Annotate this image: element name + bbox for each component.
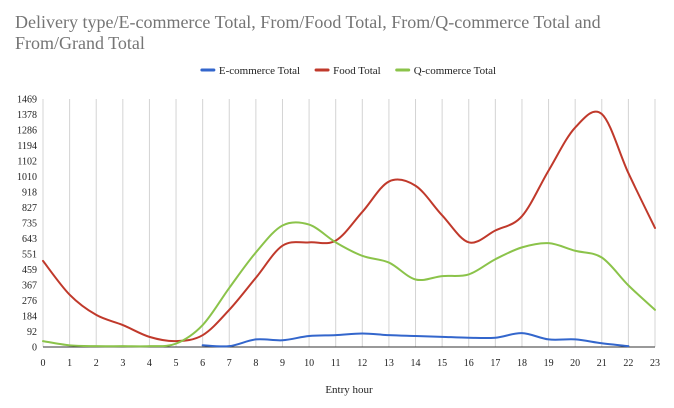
x-tick-3: 3 — [120, 358, 125, 369]
legend-label: E-commerce Total — [219, 65, 300, 77]
y-tick-1194: 1194 — [17, 141, 37, 152]
x-tick-1: 1 — [67, 358, 72, 369]
x-axis: 0 1 2 3 4 5 6 7 8 9 10 11 12 13 14 15 16 17 18 19 20 21 22 23 — [41, 358, 661, 369]
x-tick-13: 13 — [384, 358, 394, 369]
y-tick-918: 918 — [22, 188, 37, 199]
y-tick-1469: 1469 — [17, 95, 37, 106]
y-tick-367: 367 — [22, 281, 37, 292]
series-line-e-commerce-total — [201, 332, 630, 348]
y-tick-1378: 1378 — [17, 110, 37, 121]
series-line-q-commerce-total — [42, 221, 656, 348]
x-tick-18: 18 — [517, 358, 527, 369]
x-tick-0: 0 — [41, 358, 46, 369]
y-tick-827: 827 — [22, 203, 37, 214]
legend-item-food-total: Food Total — [314, 65, 381, 77]
x-tick-17: 17 — [490, 358, 500, 369]
legend-item-q-commerce-total: Q-commerce Total — [395, 65, 496, 77]
x-tick-9: 9 — [280, 358, 285, 369]
x-tick-14: 14 — [411, 358, 421, 369]
x-tick-23: 23 — [650, 358, 660, 369]
x-tick-15: 15 — [437, 358, 447, 369]
series-line-food-total — [42, 110, 656, 343]
series-lines — [42, 110, 656, 348]
x-tick-2: 2 — [94, 358, 99, 369]
x-tick-10: 10 — [304, 358, 314, 369]
legend-label: Food Total — [333, 65, 381, 77]
y-tick-1102: 1102 — [17, 156, 37, 167]
y-tick-184: 184 — [22, 311, 37, 322]
y-tick-92: 92 — [27, 327, 37, 338]
gridlines — [42, 99, 656, 348]
legend-label: Q-commerce Total — [414, 65, 496, 77]
x-tick-5: 5 — [174, 358, 179, 369]
y-tick-0: 0 — [32, 343, 37, 354]
y-tick-1010: 1010 — [17, 172, 37, 183]
y-tick-551: 551 — [22, 249, 37, 260]
y-tick-735: 735 — [22, 218, 37, 229]
x-tick-20: 20 — [570, 358, 580, 369]
y-tick-643: 643 — [22, 234, 37, 245]
y-axis: 0 92 184 276 367 459 551 643 735 827 918 1010 1102 11… — [17, 95, 37, 354]
x-tick-12: 12 — [357, 358, 367, 369]
x-tick-4: 4 — [147, 358, 152, 369]
x-tick-6: 6 — [200, 358, 205, 369]
x-tick-22: 22 — [623, 358, 633, 369]
legend-item-e-commerce-total: E-commerce Total — [200, 65, 300, 77]
x-tick-7: 7 — [227, 358, 232, 369]
x-axis-label: Entry hour — [325, 384, 373, 396]
y-tick-276: 276 — [22, 296, 37, 307]
x-tick-16: 16 — [464, 358, 474, 369]
x-tick-21: 21 — [597, 358, 607, 369]
x-tick-11: 11 — [331, 358, 341, 369]
legend: E-commerce Total Food Total Q-commerce Tot… — [200, 65, 496, 77]
chart-title-line-2: From/Grand Total — [15, 33, 145, 53]
chart-title-line-1: Delivery type/E-commerce Total, From/Foo… — [15, 12, 601, 32]
y-tick-1286: 1286 — [17, 125, 37, 136]
x-tick-19: 19 — [544, 358, 554, 369]
y-tick-459: 459 — [22, 265, 37, 276]
x-tick-8: 8 — [253, 358, 258, 369]
